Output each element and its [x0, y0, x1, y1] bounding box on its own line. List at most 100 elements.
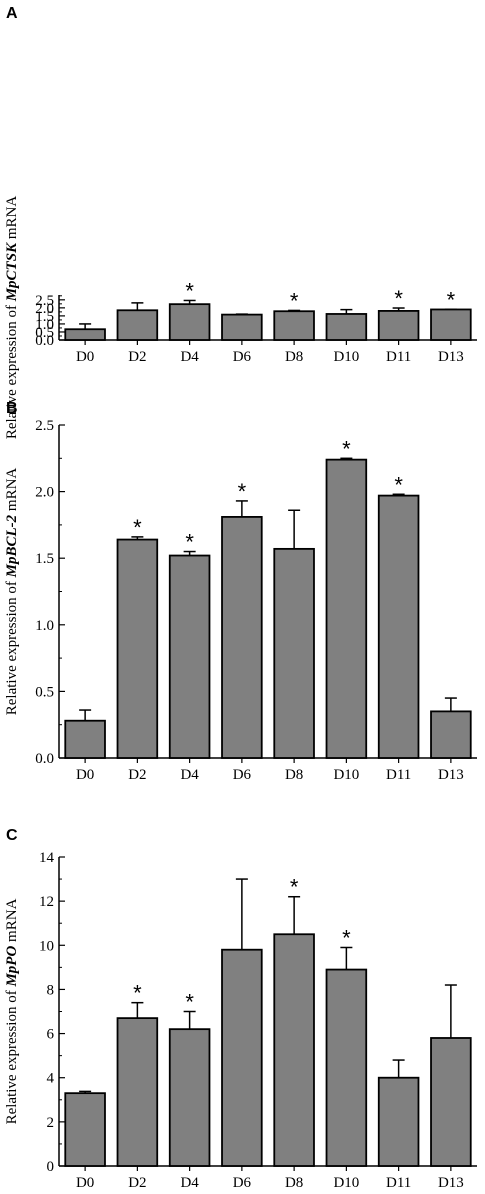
significance-marker: *: [394, 286, 403, 311]
y-axis-title-gene: MpPO: [4, 946, 20, 988]
y-tick-label: 0.5: [35, 684, 54, 700]
x-tick-label: D11: [386, 767, 411, 783]
x-tick-label: D13: [438, 349, 464, 365]
y-tick-label: 10: [39, 938, 54, 954]
bar: [221, 313, 263, 341]
bar: [116, 538, 159, 759]
panel-letter: B: [6, 400, 18, 417]
x-tick-label: D4: [180, 767, 199, 783]
bar: [430, 308, 472, 341]
bar: [221, 516, 263, 759]
bar: [64, 328, 106, 341]
panel-c: C 0 2 4 6 8 10 12 14 Relative expression of MpPO …: [4, 827, 477, 1191]
y-tick-label: 8: [47, 982, 55, 998]
x-tick-label: D10: [333, 767, 359, 783]
y-axis-title: Relative expression of MpCTSK mRNA: [4, 196, 20, 440]
y-tick-label: 1.5: [35, 309, 54, 325]
x-tick-label: D6: [233, 767, 252, 783]
y-tick-label: 4: [47, 1071, 55, 1087]
x-tick-label: D2: [128, 767, 146, 783]
x-tick-label: D11: [386, 1175, 411, 1191]
x-tick-label: D8: [285, 1175, 303, 1191]
y-tick-label: 1.5: [35, 551, 54, 567]
bar: [377, 494, 420, 759]
bar: [325, 968, 368, 1167]
x-tick-label: D10: [333, 349, 359, 365]
significance-marker: *: [133, 515, 142, 540]
significance-marker: *: [342, 925, 351, 950]
y-axis-title-suffix: mRNA: [4, 196, 20, 243]
bar: [64, 1092, 106, 1167]
y-tick-label: 0.0: [35, 333, 54, 349]
x-tick-label: D0: [76, 349, 94, 365]
x-tick-label: D8: [285, 349, 303, 365]
x-tick-label: D0: [76, 1175, 94, 1191]
bar: [273, 933, 315, 1167]
x-tick-label: D0: [76, 767, 94, 783]
bar: [168, 303, 211, 341]
x-tick-label: D11: [386, 349, 411, 365]
bar: [273, 310, 315, 341]
x-tick-label: D8: [285, 767, 303, 783]
y-axis-title-prefix: Relative expression of: [4, 987, 20, 1125]
y-axis-title: Relative expression of MpBCL-2 mRNA: [4, 468, 20, 716]
y-axis-title-prefix: Relative expression of: [4, 301, 20, 439]
bar: [64, 719, 106, 759]
y-tick-label: 14: [39, 850, 55, 866]
y-tick-label: 6: [47, 1027, 55, 1043]
x-tick-label: D4: [180, 1175, 199, 1191]
x-tick-label: D13: [438, 1175, 464, 1191]
y-axis-title: Relative expression of MpPO mRNA: [4, 898, 20, 1124]
bar: [325, 313, 368, 341]
bar: [221, 948, 263, 1167]
x-tick-label: D10: [333, 1175, 359, 1191]
y-tick-label: 12: [39, 894, 54, 910]
y-tick-label: 2.5: [35, 293, 54, 309]
bar: [116, 1017, 159, 1167]
x-tick-label: D2: [128, 1175, 146, 1191]
y-axis-title-suffix: mRNA: [4, 898, 20, 945]
significance-marker: *: [394, 472, 403, 497]
y-axis-title-gene: MpCTSK: [4, 242, 20, 302]
bar: [430, 710, 472, 759]
y-tick-label: 2.0: [35, 301, 54, 317]
significance-marker: *: [185, 530, 194, 555]
significance-marker: *: [185, 990, 194, 1015]
panel-letter: A: [6, 5, 18, 22]
x-tick-label: D4: [180, 349, 199, 365]
significance-marker: *: [342, 436, 351, 461]
y-tick-label: 0.0: [35, 751, 54, 767]
bar: [168, 1028, 211, 1167]
significance-marker: *: [238, 479, 247, 504]
significance-marker: *: [133, 981, 142, 1006]
y-axis-title-prefix: Relative expression of: [4, 577, 20, 715]
bar: [116, 309, 159, 341]
x-tick-label: D6: [233, 349, 252, 365]
y-tick-label: 2.5: [35, 418, 54, 434]
y-axis-title-suffix: mRNA: [4, 468, 20, 515]
y-tick-label: 2.0: [35, 485, 54, 501]
bar: [377, 1076, 420, 1167]
y-tick-label: 1.0: [35, 618, 54, 634]
y-axis-title-gene: MpBCL-2: [4, 514, 20, 578]
x-tick-label: D6: [233, 1175, 252, 1191]
bar: [377, 310, 420, 341]
significance-marker: *: [290, 875, 299, 900]
y-tick-label: 1.0: [35, 317, 54, 333]
y-tick-label: 0.5: [35, 325, 54, 341]
significance-marker: *: [447, 287, 456, 312]
bar: [273, 547, 315, 759]
significance-marker: *: [290, 288, 299, 313]
x-tick-label: D13: [438, 767, 464, 783]
panel-letter: C: [6, 827, 18, 844]
x-tick-label: D2: [128, 349, 146, 365]
bar: [325, 458, 368, 759]
bar: [168, 554, 211, 759]
bar: [430, 1037, 472, 1167]
significance-marker: *: [185, 278, 194, 303]
y-tick-label: 0: [47, 1159, 55, 1175]
panel-b: B 0.0 0.5 1.0 1.5 2.0 2.5 Relative expression o…: [4, 400, 477, 783]
y-tick-label: 2: [47, 1115, 55, 1131]
